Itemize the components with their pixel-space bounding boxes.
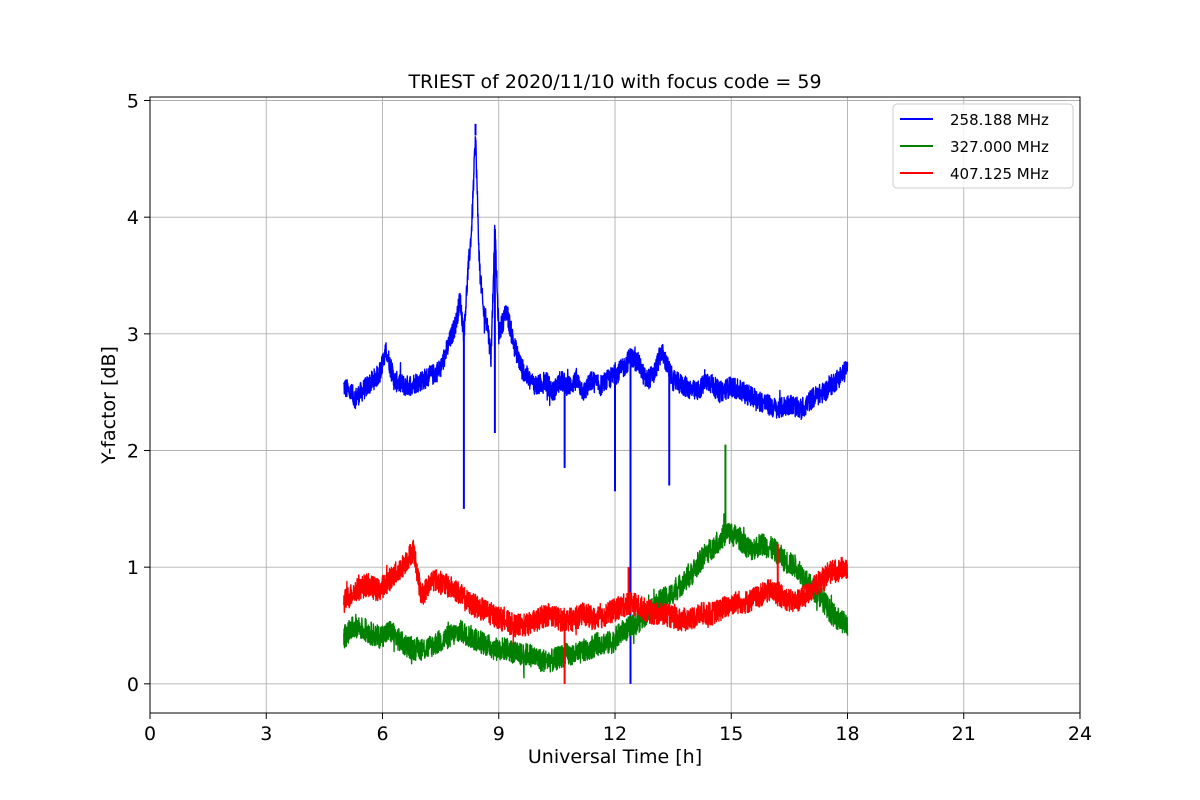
y-tick-label: 2 [127, 441, 139, 463]
y-tick-label: 4 [127, 207, 139, 229]
chart-title: TRIEST of 2020/11/10 with focus code = 5… [407, 71, 821, 93]
x-ticks: 0 3 6 9 12 15 18 21 24 [144, 713, 1092, 745]
x-tick-label: 18 [835, 723, 859, 745]
x-tick-label: 3 [260, 723, 272, 745]
x-tick-label: 0 [144, 723, 156, 745]
x-tick-label: 24 [1068, 723, 1092, 745]
y-tick-label: 3 [127, 324, 139, 346]
series-line [343, 513, 849, 679]
series-line [343, 539, 849, 645]
legend-label: 327.000 MHz [950, 138, 1049, 156]
series-1 [343, 444, 849, 679]
legend-label: 258.188 MHz [950, 111, 1049, 129]
y-tick-label: 0 [127, 674, 139, 696]
x-tick-label: 9 [493, 723, 505, 745]
legend: 258.188 MHz 327.000 MHz 407.125 MHz [892, 103, 1074, 189]
x-tick-label: 15 [719, 723, 743, 745]
series-2 [343, 539, 849, 684]
x-axis-label: Universal Time [h] [528, 746, 702, 768]
y-axis-label: Y-factor [dB] [98, 346, 120, 465]
legend-label: 407.125 MHz [950, 165, 1049, 183]
x-tick-label: 12 [603, 723, 627, 745]
legend-box [892, 103, 1074, 189]
series-line [343, 136, 849, 421]
x-tick-label: 6 [376, 723, 388, 745]
y-tick-label: 1 [127, 557, 139, 579]
y-ticks: 0 1 2 3 4 5 [127, 91, 150, 696]
y-tick-label: 5 [127, 91, 139, 113]
series-layer [343, 123, 849, 684]
x-tick-label: 21 [952, 723, 976, 745]
